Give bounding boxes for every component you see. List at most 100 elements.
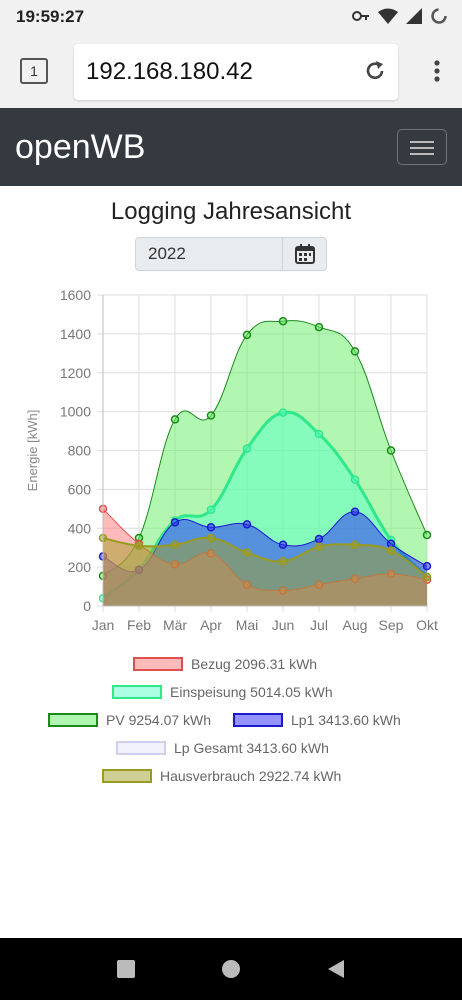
data-point [242,330,252,340]
legend-swatch [102,769,152,783]
calendar-button[interactable] [282,238,326,270]
x-tick-label: Mai [236,617,259,633]
series-line [102,410,429,600]
page-title: Logging Jahresansicht [110,198,352,225]
data-point [422,561,432,571]
legend-item[interactable]: PV 9254.07 kWh [48,712,211,728]
x-tick-label: Apr [200,617,222,633]
data-point [422,530,432,540]
data-point [278,408,288,417]
y-tick-label: 1400 [60,326,91,342]
x-tick-label: Mär [163,617,187,633]
series-area [103,537,427,606]
data-point [314,429,324,439]
legend-item[interactable]: Lp Gesamt 3413.60 kWh [116,740,329,756]
data-point [350,347,360,356]
android-nav-bar [0,938,462,1000]
legend-swatch [116,741,166,755]
calendar-icon [295,244,315,264]
y-axis-label: Energie [kWh] [25,410,40,492]
y-tick-label: 200 [68,559,92,575]
data-point [242,548,252,557]
y-tick-label: 0 [83,598,91,614]
data-point [206,505,216,515]
data-point [350,507,360,516]
x-tick-label: Feb [127,617,151,633]
legend-item[interactable]: Einspeisung 5014.05 kWh [112,684,333,700]
year-input[interactable]: 2022 [148,244,186,263]
data-point [350,475,360,484]
data-point [386,539,396,549]
x-tick-label: Jan [92,617,115,633]
y-tick-label: 1000 [60,404,91,420]
legend-label: Lp Gesamt 3413.60 kWh [174,740,329,756]
hamburger-icon [410,147,434,149]
url-text[interactable]: 192.168.180.42 [86,58,253,85]
y-tick-label: 800 [68,443,92,459]
legend-label: Lp1 3413.60 kWh [291,712,401,728]
legend-label: Bezug 2096.31 kWh [191,656,318,672]
y-tick-label: 600 [68,481,92,497]
brand-logo[interactable]: openWB [15,128,146,166]
legend-swatch [48,713,98,727]
data-point [314,542,324,551]
legend-item[interactable]: Hausverbrauch 2922.74 kWh [102,768,341,784]
data-point [206,533,216,543]
vpn-key-icon [352,11,369,21]
data-point [170,540,180,550]
data-point [134,541,144,550]
series-line [102,536,428,578]
status-icons [352,7,448,25]
data-point [314,534,324,544]
legend-swatch [112,685,162,699]
data-point [170,518,180,527]
status-bar: 19:59:27 [0,0,462,36]
reload-icon[interactable] [362,58,388,84]
legend-item[interactable]: Lp1 3413.60 kWh [233,712,401,728]
data-point [314,322,324,332]
data-point [278,557,288,566]
signal-icon [406,8,422,24]
y-tick-label: 400 [68,520,92,536]
data-point [206,411,216,420]
x-tick-label: Sep [379,617,404,633]
legend-label: Einspeisung 5014.05 kWh [170,684,333,700]
year-picker[interactable]: 2022 [135,237,327,271]
hamburger-icon [410,141,434,143]
energy-chart: 0 200 400 600 800 1000 1200 1400 1600 Jan Feb Mär Ap… [25,287,438,633]
battery-icon [431,8,447,24]
y-tick-label: 1600 [60,287,91,303]
more-options-icon[interactable] [434,60,440,82]
legend-swatch [233,713,283,727]
legend-item[interactable]: Bezug 2096.31 kWh [133,656,317,672]
browser-toolbar: 1 192.168.180.42 [0,36,462,108]
tab-switcher-button[interactable]: 1 [20,58,48,84]
legend-swatch [133,657,183,671]
data-point [386,546,396,555]
x-tick-label: Jul [310,617,328,633]
home-icon[interactable] [221,959,241,979]
data-point [170,415,180,424]
status-time: 19:59:27 [16,7,85,26]
x-tick-label: Jun [272,617,295,633]
legend-label: Hausverbrauch 2922.74 kWh [160,768,342,784]
data-point [422,572,432,582]
data-point [350,540,360,550]
series-line [102,320,428,577]
navbar-toggle-button[interactable] [397,129,447,165]
hamburger-icon [410,153,434,155]
y-tick-label: 1200 [60,365,91,381]
x-tick-label: Aug [343,617,368,633]
x-tick-label: Okt [416,617,438,633]
legend-label: PV 9254.07 kWh [106,712,212,728]
address-bar[interactable]: 192.168.180.42 [74,44,398,100]
data-point [242,444,252,453]
data-point [278,540,288,550]
data-point [278,316,288,326]
recents-icon[interactable] [116,959,136,979]
wifi-icon [378,8,398,24]
data-point [206,523,216,532]
data-point [386,446,396,455]
back-icon[interactable] [326,959,346,979]
app-navbar: openWB [0,108,462,186]
